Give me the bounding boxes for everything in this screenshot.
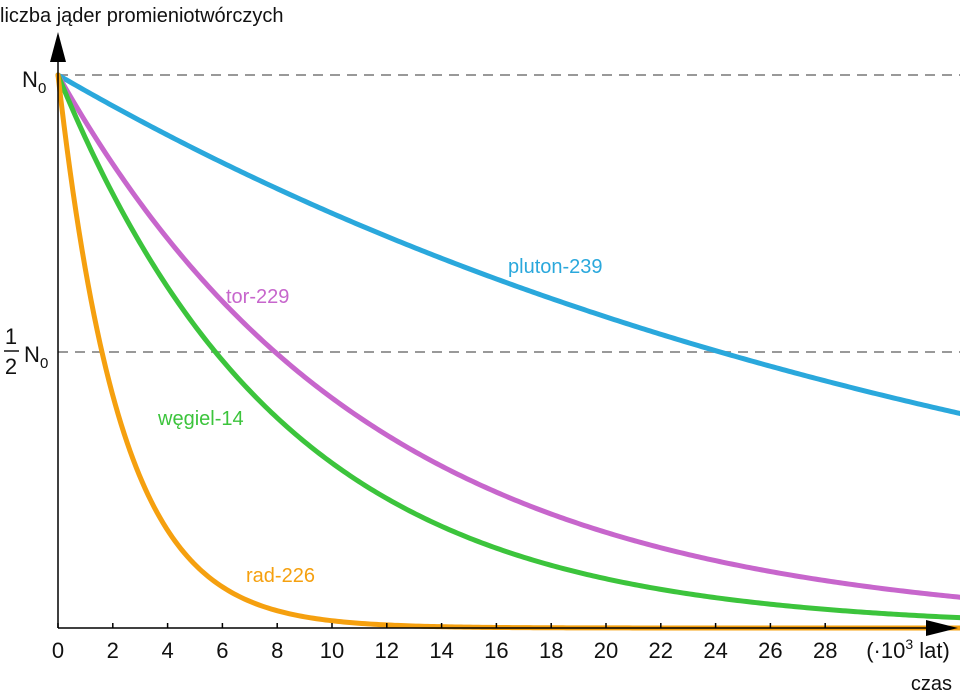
x-tick-label-8: 8 (271, 638, 283, 663)
series-label-wegiel-14: węgiel-14 (157, 408, 244, 430)
y-tick-half-denominator: 2 (5, 354, 17, 379)
x-tick-label-6: 6 (216, 638, 228, 663)
x-unit-prefix: (·10 (866, 638, 905, 663)
x-tick-label-2: 2 (107, 638, 119, 663)
series-label-tor-229: tor-229 (226, 286, 289, 308)
x-tick-label-10: 10 (320, 638, 344, 663)
y-tick-half-n0: 1 2 N 0 (4, 324, 48, 379)
x-unit-suffix: lat) (913, 638, 950, 663)
x-tick-label-0: 0 (52, 638, 64, 663)
y-tick-n0-sub: 0 (38, 80, 46, 97)
x-axis-unit: (·103 lat) (866, 636, 950, 663)
curve-wegiel-14 (55, 72, 960, 621)
x-tick-label-26: 26 (758, 638, 782, 663)
y-axis-arrow-icon (50, 32, 66, 62)
x-axis-title: czas (911, 673, 952, 695)
series-label-rad-226: rad-226 (246, 565, 315, 587)
x-tick-label-20: 20 (594, 638, 618, 663)
x-tick-label-14: 14 (429, 638, 453, 663)
x-tick-label-4: 4 (161, 638, 173, 663)
y-tick-n0-base: N (22, 67, 38, 92)
x-unit-exponent: 3 (905, 636, 913, 652)
y-tick-n0: N 0 (22, 67, 46, 97)
x-tick-label-28: 28 (813, 638, 837, 663)
y-tick-half-sub: 0 (40, 355, 48, 372)
x-tick-label-22: 22 (649, 638, 673, 663)
y-tick-half-base: N (24, 342, 40, 367)
x-tick-label-16: 16 (484, 638, 508, 663)
x-axis-arrow-icon (926, 620, 958, 636)
series-label-pluton-239: pluton-239 (508, 256, 603, 278)
x-ticks: 0 2 4 6 8 10 12 14 16 18 20 22 24 26 28 (52, 623, 837, 663)
x-tick-label-12: 12 (375, 638, 399, 663)
y-axis-title: liczba jąder promieniotwórczych (0, 5, 283, 27)
curve-pluton-239 (55, 72, 960, 416)
curve-tor-229 (55, 72, 960, 600)
x-tick-label-18: 18 (539, 638, 563, 663)
x-tick-label-24: 24 (703, 638, 727, 663)
y-tick-half-numerator: 1 (5, 324, 17, 349)
